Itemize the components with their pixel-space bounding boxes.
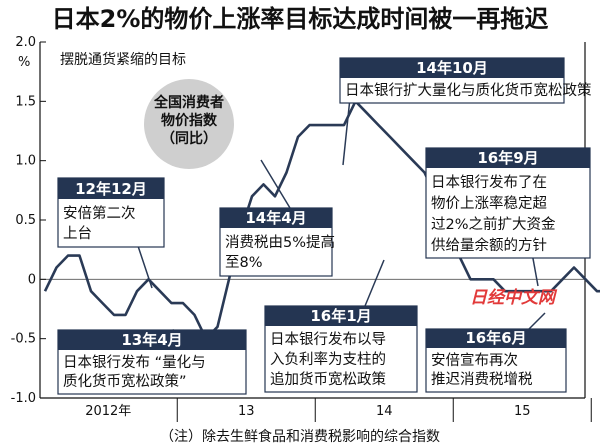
cpi-series-line xyxy=(43,100,600,341)
annotation-text: 至8% xyxy=(225,255,263,271)
annotation-header-bar xyxy=(426,329,566,348)
annotation-text: 质化货币宽松政策” xyxy=(63,373,187,390)
badge-line: （同比） xyxy=(161,130,217,147)
badge-line: 全国消费者 xyxy=(153,94,224,111)
annotation-text: 日本银行发布了在 xyxy=(431,174,547,191)
y-tick-label: 0.5 xyxy=(15,213,36,228)
annotation-pointer xyxy=(528,312,546,330)
annotation-text: 消费税由5%提高 xyxy=(225,234,335,251)
axes: 2.01.51.00.50-0.5-1.02012年13141516 xyxy=(11,35,592,422)
series-layer xyxy=(43,100,600,341)
annotation-date: 13年4月 xyxy=(121,331,182,349)
badge-circle xyxy=(144,79,234,169)
annotation-text: 过2%之前扩大资金 xyxy=(431,216,556,233)
y-tick-label: -1.0 xyxy=(11,391,36,406)
annotation-text: 推迟消费税增税 xyxy=(431,371,533,388)
x-tick-label: 15 xyxy=(514,404,531,419)
x-tick-label: 2012年 xyxy=(85,404,131,419)
annotation-text: 安倍第二次 xyxy=(63,204,136,222)
annotation-header-bar xyxy=(426,148,590,168)
annotation-date: 16年6月 xyxy=(465,329,526,347)
x-tick-label: 14 xyxy=(376,404,393,419)
annotation-pointer xyxy=(260,159,291,209)
annotation-text: 追加货币宽松政策 xyxy=(270,371,386,388)
annotation-date: 14年4月 xyxy=(245,209,306,227)
annotation-text: 供给量余额的方针 xyxy=(431,236,547,254)
annotation-header-bar xyxy=(58,330,246,350)
annotation-pointer xyxy=(342,97,351,166)
annotation-pointer xyxy=(364,259,385,307)
annotation-date: 16年1月 xyxy=(310,307,371,325)
annotation-text: 入负利率为支柱的 xyxy=(270,351,386,368)
chart-subtitle: 摆脱通货紧缩的目标 xyxy=(60,51,186,68)
annotation-header-bar xyxy=(340,58,564,78)
annotation-text: 日本银行发布以导 xyxy=(270,331,386,348)
annotation-date: 14年10月 xyxy=(416,59,488,77)
y-tick-label: 1.0 xyxy=(15,154,36,169)
annotation-header-bar xyxy=(265,306,417,326)
y-tick-label: -0.5 xyxy=(11,332,36,347)
annotation-header-bar xyxy=(220,208,332,228)
y-tick-label: 2.0 xyxy=(15,35,36,50)
annotation-date: 12年12月 xyxy=(75,180,147,198)
annotation-text: 物价上涨率稳定超 xyxy=(431,195,547,212)
annotation-header-bar xyxy=(58,178,164,199)
annotation-date: 16年9月 xyxy=(477,149,538,167)
y-unit-label: % xyxy=(18,55,30,70)
watermark-text: 日经中文网 xyxy=(470,288,558,308)
chart-title: 日本2%的物价上涨率目标达成时间被一再拖迟 xyxy=(52,5,549,33)
annotation-text: 安倍宣布再次 xyxy=(431,352,518,369)
badge-line: 物价指数 xyxy=(161,112,218,129)
annotation-text: 日本银行发布 “量化与 xyxy=(63,354,206,371)
chart-footnote: （注）除去生鲜食品和消费税影响的综合指数 xyxy=(160,428,440,445)
annotation-text: 日本银行扩大量化与质化货币宽松政策 xyxy=(345,82,592,99)
annotation-text: 上台 xyxy=(63,225,92,242)
y-tick-label: 0 xyxy=(28,272,36,287)
x-tick-label: 13 xyxy=(238,404,255,419)
y-tick-label: 1.5 xyxy=(15,94,36,109)
